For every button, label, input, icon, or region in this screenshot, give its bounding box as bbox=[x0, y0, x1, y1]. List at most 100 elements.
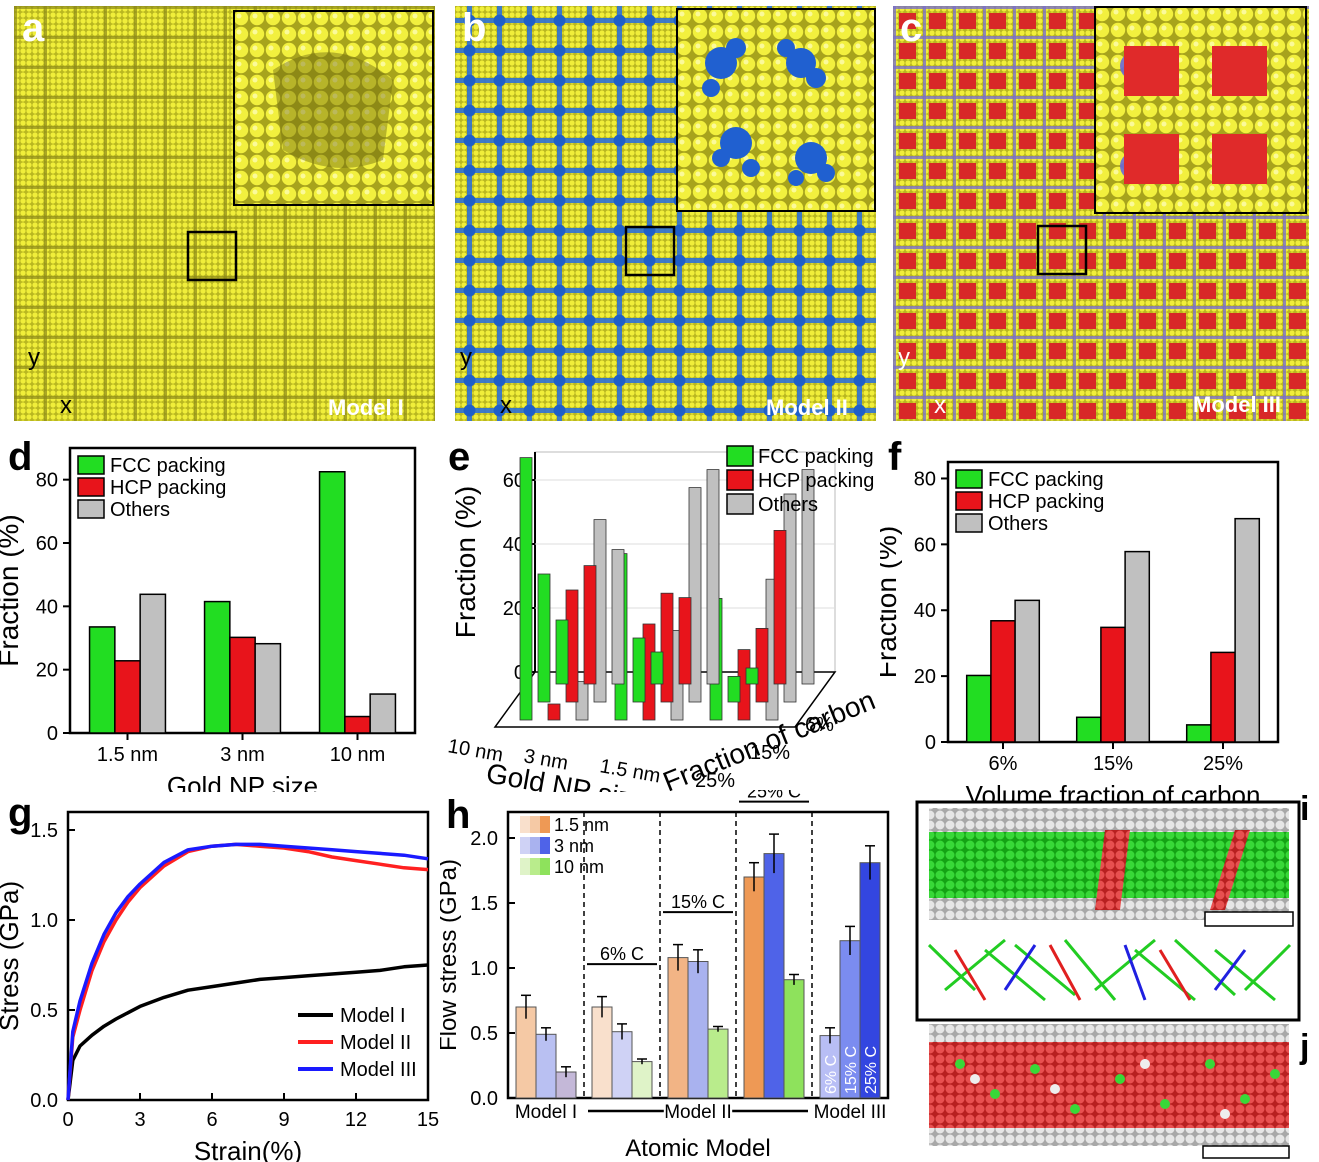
legend-label: HCP packing bbox=[988, 491, 1104, 513]
bar-fcc-packing bbox=[203, 600, 231, 734]
legend-swatch bbox=[540, 837, 550, 854]
series-line-model-i bbox=[66, 963, 429, 1101]
y-tick-label: 1.5 bbox=[470, 893, 498, 915]
bar3d-others bbox=[706, 469, 720, 685]
legend-swatch bbox=[955, 469, 983, 489]
x-axis-label: Strain(%) bbox=[194, 1136, 302, 1162]
bar-hcp-packing bbox=[344, 715, 371, 734]
y-axis-label: Fraction (%) bbox=[450, 486, 481, 638]
x-axis-label: Atomic Model bbox=[625, 1135, 770, 1162]
y-tick-label: 2.0 bbox=[470, 828, 498, 850]
y-tick-label: 0.5 bbox=[470, 1023, 498, 1045]
bar-fcc-packing bbox=[88, 626, 116, 734]
y-tick-label: 40 bbox=[36, 596, 58, 618]
legend-swatch bbox=[955, 491, 983, 511]
bar-others bbox=[369, 693, 397, 734]
bar-hcp-packing bbox=[990, 620, 1016, 743]
legend-label: 1.5 nm bbox=[554, 815, 609, 835]
x-tick-label: 25% bbox=[1203, 753, 1243, 775]
legend-swatch bbox=[77, 499, 105, 519]
y-tick-label: 40 bbox=[503, 534, 525, 556]
bracket-label: 15% C bbox=[671, 892, 725, 912]
model-label: Model III bbox=[814, 1102, 887, 1123]
x-axis-label: Volume fraction of carbon bbox=[966, 780, 1261, 802]
y-tick-label: 60 bbox=[36, 533, 58, 555]
bar3d-hcp-packing bbox=[678, 597, 692, 685]
z-tick-label: 15% bbox=[750, 742, 790, 764]
panel-b-inset bbox=[676, 8, 876, 212]
panel-j-image bbox=[929, 1024, 1290, 1159]
bar3d-hcp-packing bbox=[660, 592, 674, 703]
bar3d-hcp-packing bbox=[755, 627, 769, 703]
bracket-label: 25% C bbox=[747, 790, 801, 802]
panel-a-inset bbox=[233, 10, 434, 206]
legend-label: Model II bbox=[340, 1032, 411, 1054]
legend-label: Model I bbox=[340, 1005, 406, 1027]
flow-bar bbox=[783, 979, 805, 1099]
bar-inner-label: 6% C bbox=[823, 1055, 840, 1094]
y-axis-label: Fraction (%) bbox=[0, 514, 24, 666]
panel-b-axis-x: x bbox=[500, 392, 512, 419]
legend-swatch bbox=[530, 858, 540, 875]
legend-swatch bbox=[530, 837, 540, 854]
legend-label: Others bbox=[110, 499, 170, 521]
panel-letter: f bbox=[888, 435, 902, 479]
bar3d-fcc-packing bbox=[650, 651, 664, 685]
legend-swatch bbox=[520, 837, 530, 854]
legend-label: FCC packing bbox=[758, 446, 874, 468]
x-tick-label: 3 nm bbox=[220, 744, 264, 766]
bar3d-others bbox=[688, 487, 702, 703]
bar-hcp-packing bbox=[114, 660, 141, 734]
panel-a-axis-x: x bbox=[60, 392, 72, 419]
y-axis-label: Flow stress (GPa) bbox=[440, 859, 462, 1051]
panel-c-model-label: Model III bbox=[1193, 392, 1281, 417]
panel-letter: g bbox=[8, 791, 32, 835]
model-label: Model I bbox=[515, 1102, 577, 1123]
y-tick-label: 0 bbox=[514, 662, 525, 684]
model-label: Model II bbox=[664, 1102, 732, 1123]
x-tick-label: 3 bbox=[134, 1109, 145, 1131]
bar3d-fcc-packing bbox=[745, 667, 759, 685]
y-tick-label: 0.5 bbox=[30, 1000, 58, 1022]
y-tick-label: 0.0 bbox=[30, 1090, 58, 1112]
x-axis-label: Gold NP size bbox=[167, 771, 318, 792]
bar-others bbox=[254, 642, 282, 734]
flow-bar bbox=[591, 1006, 613, 1099]
bar-inner-label: 15% C bbox=[843, 1046, 860, 1094]
legend-label: HCP packing bbox=[758, 470, 874, 492]
panel-c-inset bbox=[1094, 6, 1307, 214]
panel-letter: h bbox=[446, 793, 470, 837]
y-tick-label: 60 bbox=[914, 534, 936, 556]
legend-label: FCC packing bbox=[988, 469, 1104, 491]
panel-letter: d bbox=[8, 435, 32, 479]
legend-swatch bbox=[726, 493, 754, 515]
bar-fcc-packing bbox=[1185, 724, 1212, 743]
x-tick-label: 12 bbox=[345, 1109, 367, 1131]
panel-c-axis-y: y bbox=[898, 344, 910, 371]
z-tick-label: 25% bbox=[695, 770, 735, 792]
flow-bar bbox=[687, 961, 709, 1099]
bar3d-fcc-packing bbox=[632, 637, 646, 703]
flow-bar bbox=[535, 1033, 557, 1099]
flow-bar bbox=[631, 1061, 653, 1099]
flow-bar bbox=[611, 1031, 633, 1099]
flow-bar bbox=[707, 1028, 729, 1099]
flow-bar bbox=[743, 876, 765, 1099]
bar3d-others bbox=[611, 549, 625, 685]
bar-hcp-packing bbox=[1210, 651, 1236, 743]
bar-others bbox=[1234, 517, 1261, 743]
x-tick-label: 0 bbox=[62, 1109, 73, 1131]
panel-b-letter: b bbox=[462, 6, 487, 50]
bracket-label: 6% C bbox=[600, 944, 644, 964]
floor bbox=[493, 671, 837, 728]
y-tick-label: 0.0 bbox=[470, 1088, 498, 1110]
panel-j-letter: j bbox=[1300, 1028, 1310, 1066]
legend-label: Others bbox=[988, 513, 1048, 535]
y-axis-label: Stress (GPa) bbox=[0, 881, 24, 1031]
bar-others bbox=[1124, 550, 1151, 743]
flow-bar bbox=[667, 957, 689, 1099]
legend-swatch bbox=[540, 816, 550, 833]
y-axis-label: Fraction (%) bbox=[880, 526, 902, 678]
legend-label: 10 nm bbox=[554, 857, 604, 877]
bar3d-hcp-packing bbox=[773, 530, 787, 685]
